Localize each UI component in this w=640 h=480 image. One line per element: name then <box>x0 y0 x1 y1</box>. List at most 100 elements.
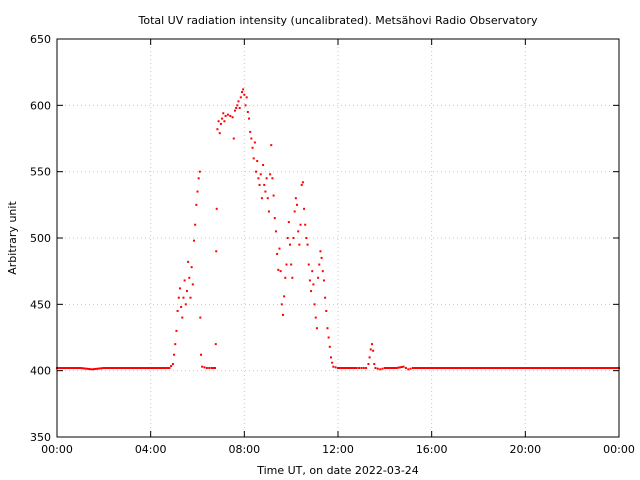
data-point <box>432 367 435 370</box>
data-point <box>171 363 174 366</box>
data-point <box>219 122 222 125</box>
data-point <box>199 316 202 319</box>
data-point <box>233 109 236 112</box>
data-point <box>236 104 239 107</box>
data-point <box>475 367 478 370</box>
data-point <box>504 367 507 370</box>
data-point <box>591 367 594 370</box>
data-point <box>106 367 109 370</box>
data-point <box>306 243 309 246</box>
data-point <box>190 266 193 269</box>
data-point <box>554 367 557 370</box>
data-point <box>367 363 370 366</box>
data-point <box>494 367 497 370</box>
data-point <box>215 250 218 253</box>
data-point <box>532 367 535 370</box>
data-point <box>418 367 421 370</box>
data-point <box>212 367 215 370</box>
data-point <box>489 367 492 370</box>
data-point <box>562 367 565 370</box>
data-point <box>307 263 310 266</box>
data-point <box>161 367 164 370</box>
data-point <box>270 144 273 147</box>
data-point <box>519 367 522 370</box>
data-point <box>177 296 180 299</box>
data-point <box>112 367 115 370</box>
y-tick-label: 350 <box>30 431 51 444</box>
data-point <box>153 367 156 370</box>
data-point <box>460 367 463 370</box>
data-point <box>326 327 329 330</box>
x-tick-label: 12:00 <box>322 443 354 456</box>
x-tick-labels: 00:00 04:00 08:00 12:00 16:00 20:00 00:00 <box>41 443 635 456</box>
data-point <box>280 303 283 306</box>
data-point <box>507 367 510 370</box>
data-point <box>400 366 403 369</box>
data-point <box>594 367 597 370</box>
data-point <box>289 243 291 246</box>
data-point <box>552 367 555 370</box>
data-point <box>315 327 318 330</box>
data-point <box>420 367 423 370</box>
y-tick-label: 550 <box>30 166 51 179</box>
data-point <box>278 247 281 250</box>
data-point <box>425 367 428 370</box>
data-point <box>87 367 90 370</box>
data-point <box>547 367 550 370</box>
data-point <box>252 157 255 160</box>
data-point <box>328 345 331 348</box>
data-point <box>251 146 254 149</box>
data-point <box>572 367 575 370</box>
data-point <box>235 106 238 109</box>
data-point <box>243 93 246 96</box>
data-point <box>497 367 500 370</box>
data-point <box>192 239 195 242</box>
data-point <box>536 367 539 370</box>
data-point <box>479 367 482 370</box>
data-point <box>232 137 235 140</box>
data-point <box>181 316 184 319</box>
data-point <box>134 367 137 370</box>
data-point <box>383 367 386 370</box>
data-point <box>109 367 112 370</box>
data-point <box>62 367 65 370</box>
data-point <box>376 367 379 370</box>
data-point <box>567 367 570 370</box>
data-point <box>221 117 224 120</box>
data-point <box>176 309 179 312</box>
data-point <box>164 367 167 370</box>
data-point <box>395 367 398 370</box>
data-point <box>602 367 605 370</box>
data-point <box>469 367 472 370</box>
data-point <box>582 367 585 370</box>
data-point <box>541 367 544 370</box>
data-point <box>287 221 290 224</box>
data-point <box>360 367 363 370</box>
data-point <box>276 252 279 255</box>
data-point <box>445 367 448 370</box>
data-point <box>612 367 615 370</box>
data-point <box>94 367 97 370</box>
data-point <box>121 367 124 370</box>
data-point <box>319 250 322 253</box>
data-point <box>514 367 517 370</box>
data-point <box>205 367 208 370</box>
data-point <box>454 367 457 370</box>
data-point <box>77 367 80 370</box>
data-point <box>260 197 263 200</box>
data-point <box>457 367 460 370</box>
data-point <box>596 367 599 370</box>
data-point <box>477 367 480 370</box>
data-point <box>561 367 564 370</box>
data-point <box>464 367 467 370</box>
data-point <box>599 367 602 370</box>
data-point <box>569 367 572 370</box>
data-point <box>512 367 515 370</box>
data-point <box>102 367 105 370</box>
data-point <box>350 367 353 370</box>
data-point <box>64 367 67 370</box>
data-point <box>136 367 139 370</box>
data-point <box>293 210 296 213</box>
x-tick-label: 08:00 <box>228 443 260 456</box>
